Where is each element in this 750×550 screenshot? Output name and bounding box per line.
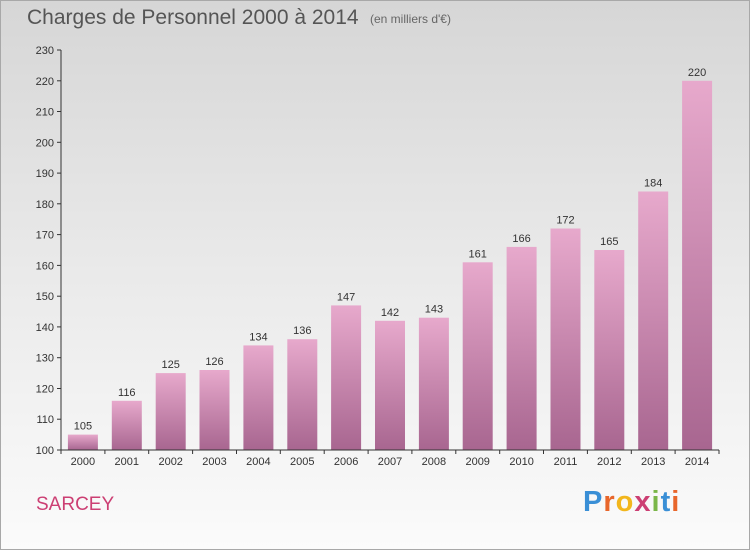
data-label-2013: 184 (644, 178, 662, 190)
y-tick-label-140: 140 (36, 322, 54, 334)
y-tick-label-190: 190 (36, 168, 54, 180)
data-label-2010: 166 (512, 233, 530, 245)
brand-letter: t (660, 486, 672, 518)
y-tick-label-100: 100 (36, 445, 54, 457)
bar-2007 (375, 320, 405, 450)
data-label-2004: 134 (249, 331, 267, 343)
bar-2011 (550, 228, 581, 450)
data-label-2001: 116 (118, 387, 136, 399)
y-tick-label-170: 170 (36, 230, 54, 242)
data-label-2005: 136 (293, 325, 311, 337)
y-tick-label-230: 230 (36, 45, 54, 57)
data-label-2011: 172 (556, 215, 574, 227)
x-tick-label-2010: 2010 (509, 456, 533, 468)
x-tick-label-2005: 2005 (290, 456, 314, 468)
y-tick-label-180: 180 (36, 199, 54, 211)
bar-2013 (638, 191, 669, 450)
data-label-2002: 125 (162, 359, 180, 371)
x-tick-label-2003: 2003 (202, 456, 226, 468)
brand-letter: r (603, 486, 616, 518)
data-label-2014: 220 (688, 67, 706, 79)
data-label-2007: 142 (381, 307, 399, 319)
x-tick-label-2009: 2009 (465, 456, 489, 468)
brand-letter: i (671, 486, 681, 518)
brand-letter: o (615, 486, 635, 518)
chart-title: Charges de Personnel 2000 à 2014 (27, 6, 359, 29)
x-tick-label-2012: 2012 (597, 456, 621, 468)
data-label-2006: 147 (337, 291, 355, 303)
data-label-2012: 165 (600, 236, 618, 248)
bar-2014 (682, 80, 713, 451)
bar-2003 (199, 370, 230, 450)
y-tick-label-160: 160 (36, 260, 54, 272)
bar-2008 (418, 317, 449, 450)
y-tick-label-150: 150 (36, 291, 54, 303)
bar-2006 (331, 305, 362, 450)
bar-2010 (506, 246, 537, 450)
brand-letter: P (583, 486, 604, 518)
bar-2004 (243, 345, 274, 450)
x-tick-label-2000: 2000 (71, 456, 95, 468)
x-tick-label-2008: 2008 (422, 456, 446, 468)
x-tick-label-2001: 2001 (115, 456, 139, 468)
bar-2001 (111, 400, 142, 450)
data-label-2003: 126 (205, 356, 223, 368)
x-tick-label-2006: 2006 (334, 456, 358, 468)
bar-2009 (462, 262, 493, 450)
y-tick-label-200: 200 (36, 137, 54, 149)
x-tick-label-2014: 2014 (685, 456, 709, 468)
x-tick-label-2007: 2007 (378, 456, 402, 468)
bar-2000 (67, 434, 98, 450)
brand-letter: x (634, 486, 652, 518)
y-tick-label-210: 210 (36, 107, 54, 119)
data-label-2009: 161 (469, 248, 487, 260)
x-tick-label-2002: 2002 (158, 456, 182, 468)
bar-2002 (155, 373, 186, 450)
data-label-2008: 143 (425, 304, 443, 316)
y-tick-label-110: 110 (36, 414, 54, 426)
brand-letter: i (651, 486, 661, 518)
x-tick-label-2013: 2013 (641, 456, 665, 468)
data-label-2000: 105 (74, 421, 92, 433)
x-tick-label-2011: 2011 (554, 456, 578, 468)
bar-2005 (287, 339, 318, 450)
place-name: SARCEY (36, 494, 115, 515)
y-tick-label-130: 130 (36, 353, 54, 365)
bar-2012 (594, 250, 625, 450)
y-tick-label-220: 220 (36, 76, 54, 88)
brand-logo: Proxiti (583, 486, 680, 519)
chart-subtitle: (en milliers d'€) (370, 12, 451, 26)
x-tick-label-2004: 2004 (246, 456, 270, 468)
y-tick-label-120: 120 (36, 384, 54, 396)
